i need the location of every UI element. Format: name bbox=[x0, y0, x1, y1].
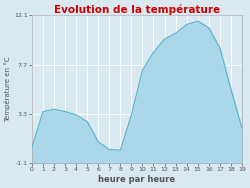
X-axis label: heure par heure: heure par heure bbox=[98, 175, 176, 184]
Y-axis label: Température en °C: Température en °C bbox=[4, 56, 11, 122]
Title: Evolution de la température: Evolution de la température bbox=[54, 4, 220, 15]
